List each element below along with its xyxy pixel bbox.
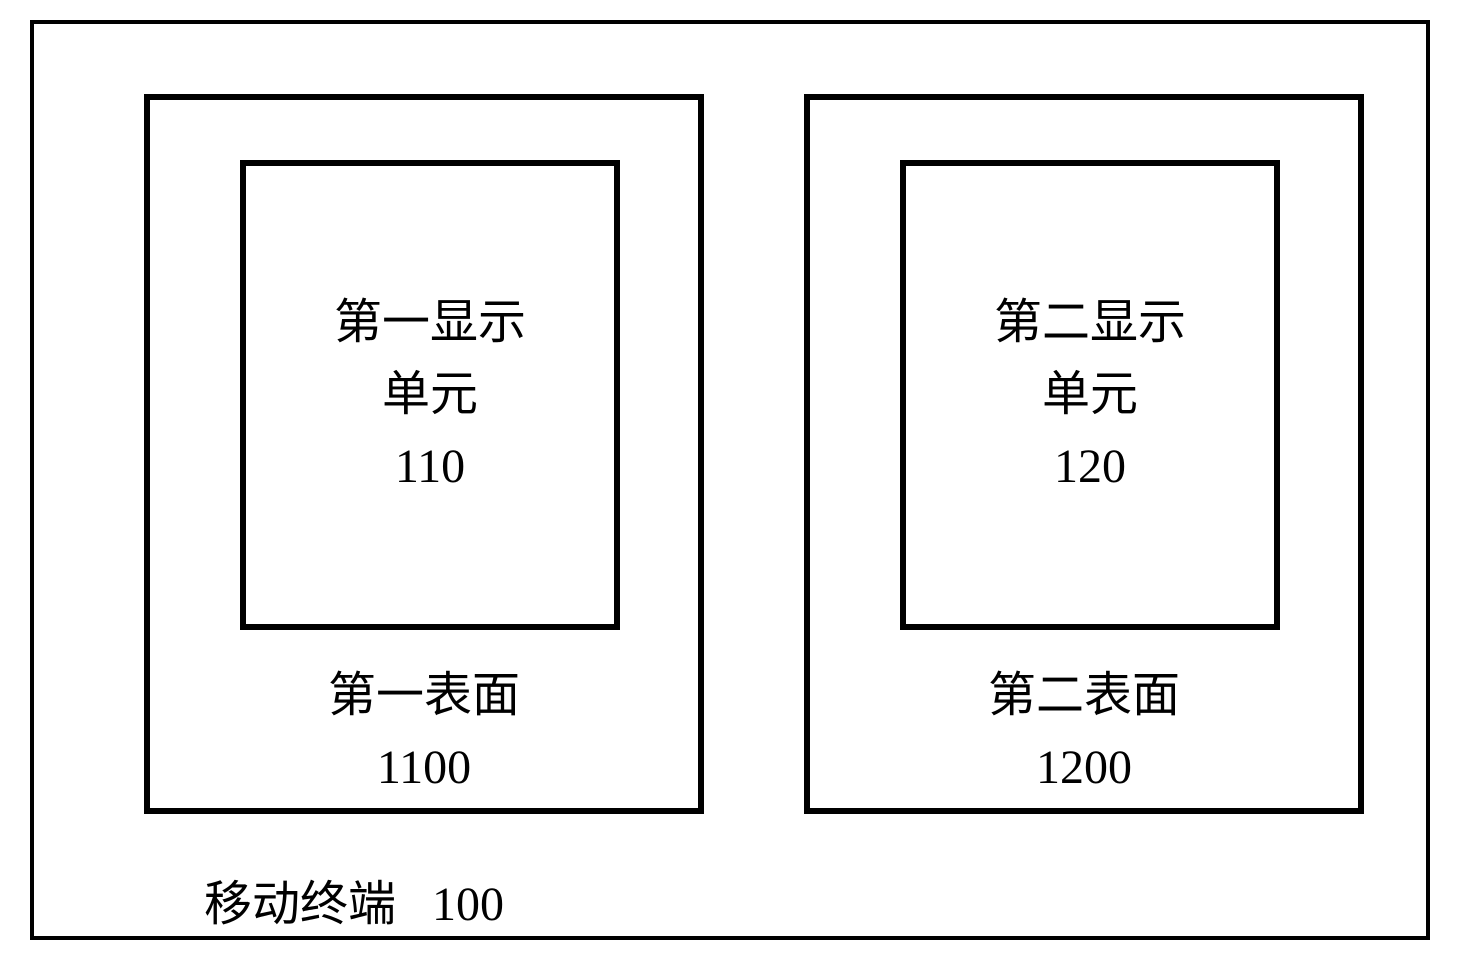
surface-2-label: 第二表面 1200 (810, 660, 1358, 804)
surface-2-label-ref: 1200 (810, 732, 1358, 804)
surface-1-label-ref: 1100 (150, 732, 698, 804)
device-outer-box: 第一显示 单元 110 第一表面 1100 第二显示 单元 120 第二表面 1… (30, 20, 1430, 940)
display-unit-2-box: 第二显示 单元 120 (900, 160, 1280, 630)
unit-2-ref: 120 (1054, 431, 1126, 503)
unit-2-line1: 第二显示 (994, 287, 1186, 359)
unit-1-line1: 第一显示 (334, 287, 526, 359)
surface-2-label-text: 第二表面 (810, 660, 1358, 732)
surface-1-box: 第一显示 单元 110 第一表面 1100 (144, 94, 704, 814)
unit-1-line2: 单元 (382, 359, 478, 431)
surface-1-label: 第一表面 1100 (150, 660, 698, 804)
unit-1-ref: 110 (395, 431, 465, 503)
surface-2-box: 第二显示 单元 120 第二表面 1200 (804, 94, 1364, 814)
surface-1-label-text: 第一表面 (150, 660, 698, 732)
device-label-text: 移动终端 (204, 878, 396, 931)
display-unit-1-box: 第一显示 单元 110 (240, 160, 620, 630)
device-label-ref: 100 (432, 878, 504, 931)
unit-2-line2: 单元 (1042, 359, 1138, 431)
device-label: 移动终端 100 (204, 864, 504, 934)
